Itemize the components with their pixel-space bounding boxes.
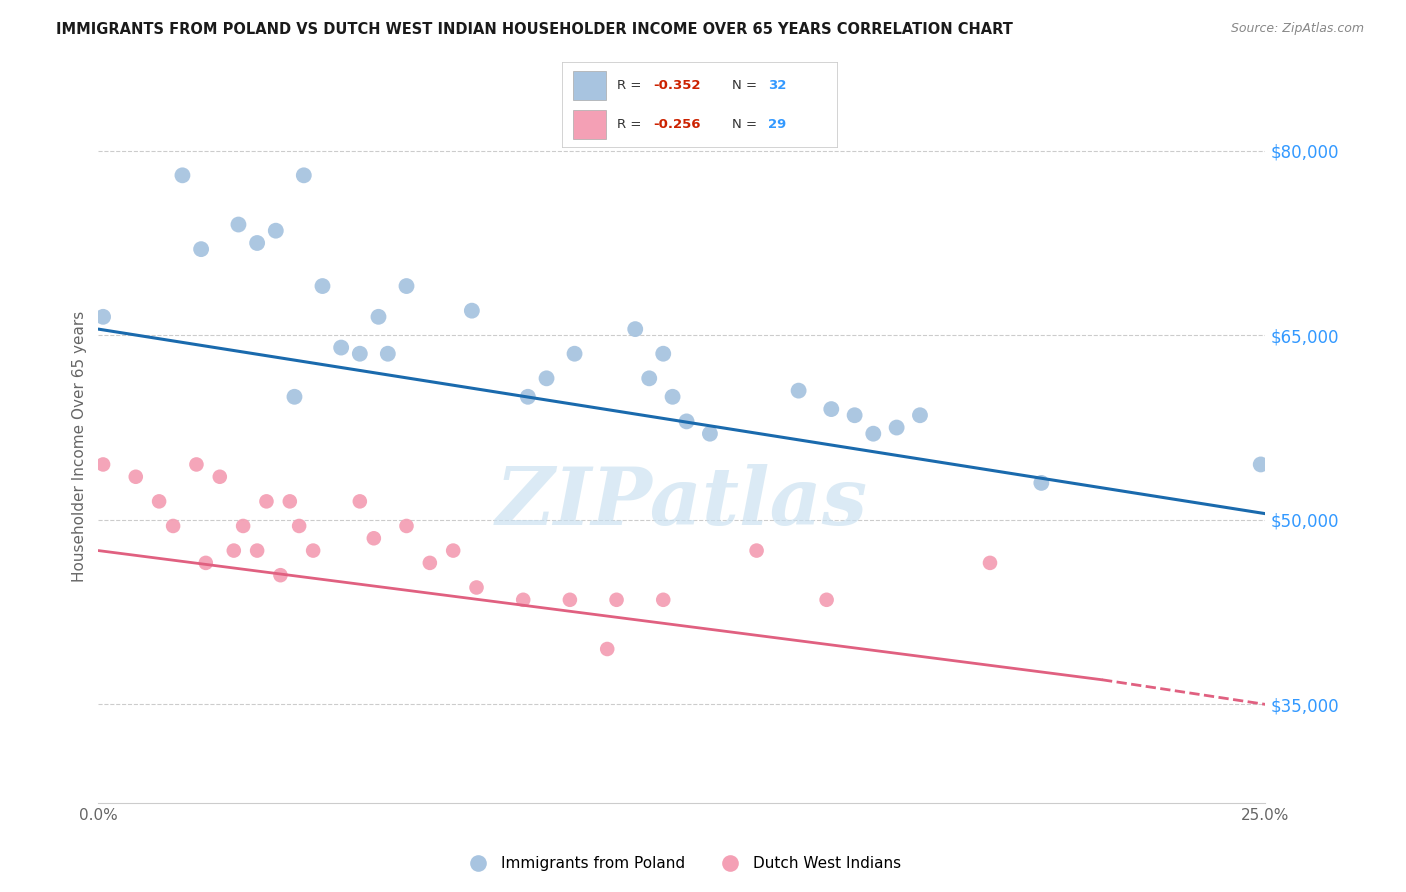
Point (292, 169, 315, 183)
Text: N =: N = (733, 78, 762, 92)
Legend: Immigrants from Poland, Dutch West Indians: Immigrants from Poland, Dutch West India… (456, 850, 908, 877)
Point (1250, 458, 1272, 472)
Point (162, 519, 184, 533)
Point (787, 384, 810, 398)
Text: R =: R = (617, 78, 645, 92)
Point (349, 347, 371, 361)
Point (461, 303, 484, 318)
Point (886, 420, 908, 434)
Point (190, 242, 212, 256)
Point (606, 592, 628, 607)
Point (302, 543, 325, 558)
Point (699, 426, 721, 441)
Point (232, 519, 254, 533)
Text: Source: ZipAtlas.com: Source: ZipAtlas.com (1230, 22, 1364, 36)
Point (844, 409, 866, 423)
Text: -0.256: -0.256 (652, 118, 700, 131)
Point (377, 347, 399, 361)
Point (512, 592, 534, 607)
Point (288, 519, 311, 533)
Point (661, 390, 683, 404)
Point (1031, 475, 1053, 490)
Point (745, 543, 768, 558)
Point (564, 347, 586, 361)
Point (652, 592, 675, 607)
Point (395, 279, 418, 293)
Point (441, 543, 464, 558)
Point (264, 224, 287, 238)
Point (395, 519, 418, 533)
Text: 29: 29 (768, 118, 786, 131)
Point (652, 347, 675, 361)
FancyBboxPatch shape (574, 71, 606, 100)
Point (172, 169, 194, 183)
Point (256, 494, 278, 508)
Point (815, 592, 838, 607)
Point (349, 494, 371, 508)
Point (311, 279, 333, 293)
Point (330, 341, 353, 355)
Point (222, 543, 245, 558)
Text: IMMIGRANTS FROM POLAND VS DUTCH WEST INDIAN HOUSEHOLDER INCOME OVER 65 YEARS COR: IMMIGRANTS FROM POLAND VS DUTCH WEST IND… (56, 22, 1014, 37)
Point (596, 642, 619, 657)
Text: R =: R = (617, 118, 645, 131)
Point (820, 402, 842, 417)
Point (419, 556, 441, 570)
Point (536, 371, 558, 385)
Point (979, 556, 1001, 570)
Point (283, 390, 305, 404)
Point (208, 469, 231, 483)
Point (91, 310, 114, 324)
Point (638, 371, 661, 385)
Point (228, 218, 250, 232)
Point (125, 469, 148, 483)
Point (186, 458, 208, 472)
Point (269, 568, 291, 582)
Text: ZIPatlas: ZIPatlas (496, 465, 868, 541)
Point (908, 409, 931, 423)
Point (624, 322, 647, 336)
Point (367, 310, 389, 324)
Point (675, 414, 697, 428)
FancyBboxPatch shape (574, 110, 606, 139)
Point (862, 426, 884, 441)
Point (246, 235, 269, 250)
Point (465, 581, 488, 595)
Point (194, 556, 217, 570)
Point (246, 543, 269, 558)
Point (91, 458, 114, 472)
Text: N =: N = (733, 118, 762, 131)
Point (516, 390, 538, 404)
Text: 32: 32 (768, 78, 786, 92)
Text: -0.352: -0.352 (652, 78, 700, 92)
Y-axis label: Householder Income Over 65 years: Householder Income Over 65 years (72, 310, 87, 582)
Point (363, 531, 385, 545)
Point (558, 592, 581, 607)
Point (278, 494, 301, 508)
Point (148, 494, 170, 508)
